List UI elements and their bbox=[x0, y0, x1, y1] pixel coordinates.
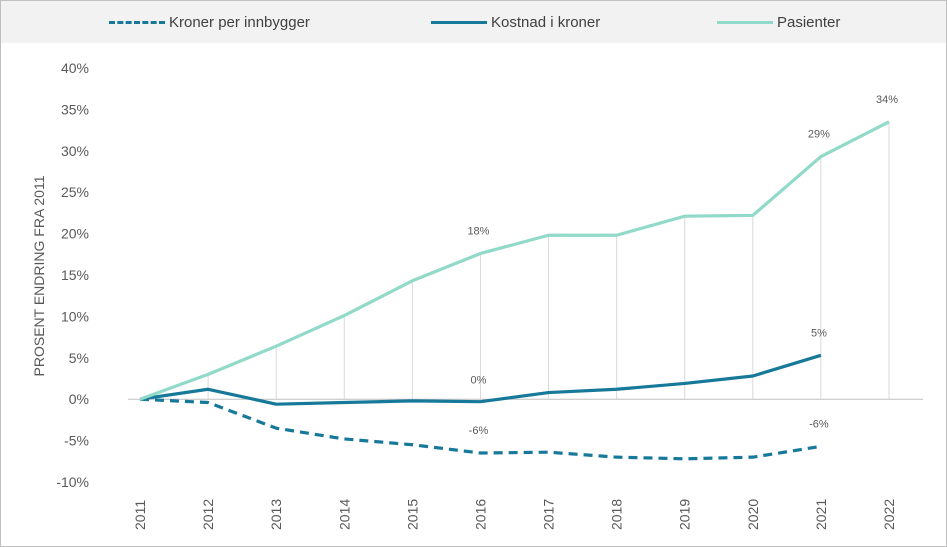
y-tick-label: 40% bbox=[61, 60, 89, 76]
data-label: -6% bbox=[469, 425, 489, 437]
data-label: 29% bbox=[808, 129, 830, 141]
y-tick-label: 35% bbox=[61, 101, 89, 117]
y-tick-label: 5% bbox=[69, 350, 89, 366]
legend-item-kroner-per-innbygger: Kroner per innbygger bbox=[109, 12, 310, 32]
legend-label: Kroner per innbygger bbox=[169, 13, 310, 31]
y-tick-label: 25% bbox=[61, 184, 89, 200]
x-tick-label: 2021 bbox=[813, 499, 829, 530]
data-label: 0% bbox=[471, 375, 487, 387]
data-label: 18% bbox=[467, 225, 489, 237]
legend-item-pasienter: Pasienter bbox=[717, 12, 840, 32]
x-tick-label: 2014 bbox=[336, 499, 352, 530]
x-tick-label: 2013 bbox=[268, 499, 284, 530]
x-tick-label: 2017 bbox=[541, 499, 557, 530]
legend-item-kostnad-i-kroner: Kostnad i kroner bbox=[431, 12, 600, 32]
data-label: -6% bbox=[809, 418, 829, 430]
series-line-kostnad-i-kroner bbox=[139, 353, 822, 406]
chart-legend: Kroner per innbygger Kostnad i kroner Pa… bbox=[1, 1, 946, 43]
x-tick-label: 2011 bbox=[132, 500, 148, 530]
x-tick-label: 2015 bbox=[404, 499, 420, 530]
y-tick-label: 15% bbox=[61, 267, 89, 283]
series-line-pasienter bbox=[139, 120, 890, 401]
legend-label: Pasienter bbox=[777, 13, 841, 31]
series-line-kroner-per-innbygger bbox=[139, 397, 822, 461]
y-axis-title: PROSENT ENDRING FRA 2011 bbox=[31, 175, 47, 376]
legend-swatch-solid-dark bbox=[431, 20, 487, 24]
legend-swatch-dashed bbox=[109, 20, 165, 24]
y-tick-label: 0% bbox=[69, 391, 89, 407]
y-tick-label: 10% bbox=[61, 308, 89, 324]
x-tick-label: 2019 bbox=[677, 499, 693, 530]
x-tick-label: 2020 bbox=[745, 499, 761, 530]
y-tick-label: 20% bbox=[61, 226, 89, 242]
x-tick-label: 2022 bbox=[881, 499, 897, 530]
x-tick-label: 2016 bbox=[472, 499, 488, 530]
y-tick-label: 30% bbox=[61, 143, 89, 159]
x-tick-label: 2012 bbox=[200, 499, 216, 530]
data-label: 34% bbox=[876, 94, 898, 106]
x-tick-label: 2018 bbox=[609, 499, 625, 530]
y-tick-label: -10% bbox=[56, 474, 89, 490]
y-tick-label: -5% bbox=[64, 433, 89, 449]
legend-label: Kostnad i kroner bbox=[491, 13, 601, 31]
data-label: 5% bbox=[811, 327, 827, 339]
legend-swatch-solid-light bbox=[717, 20, 773, 24]
